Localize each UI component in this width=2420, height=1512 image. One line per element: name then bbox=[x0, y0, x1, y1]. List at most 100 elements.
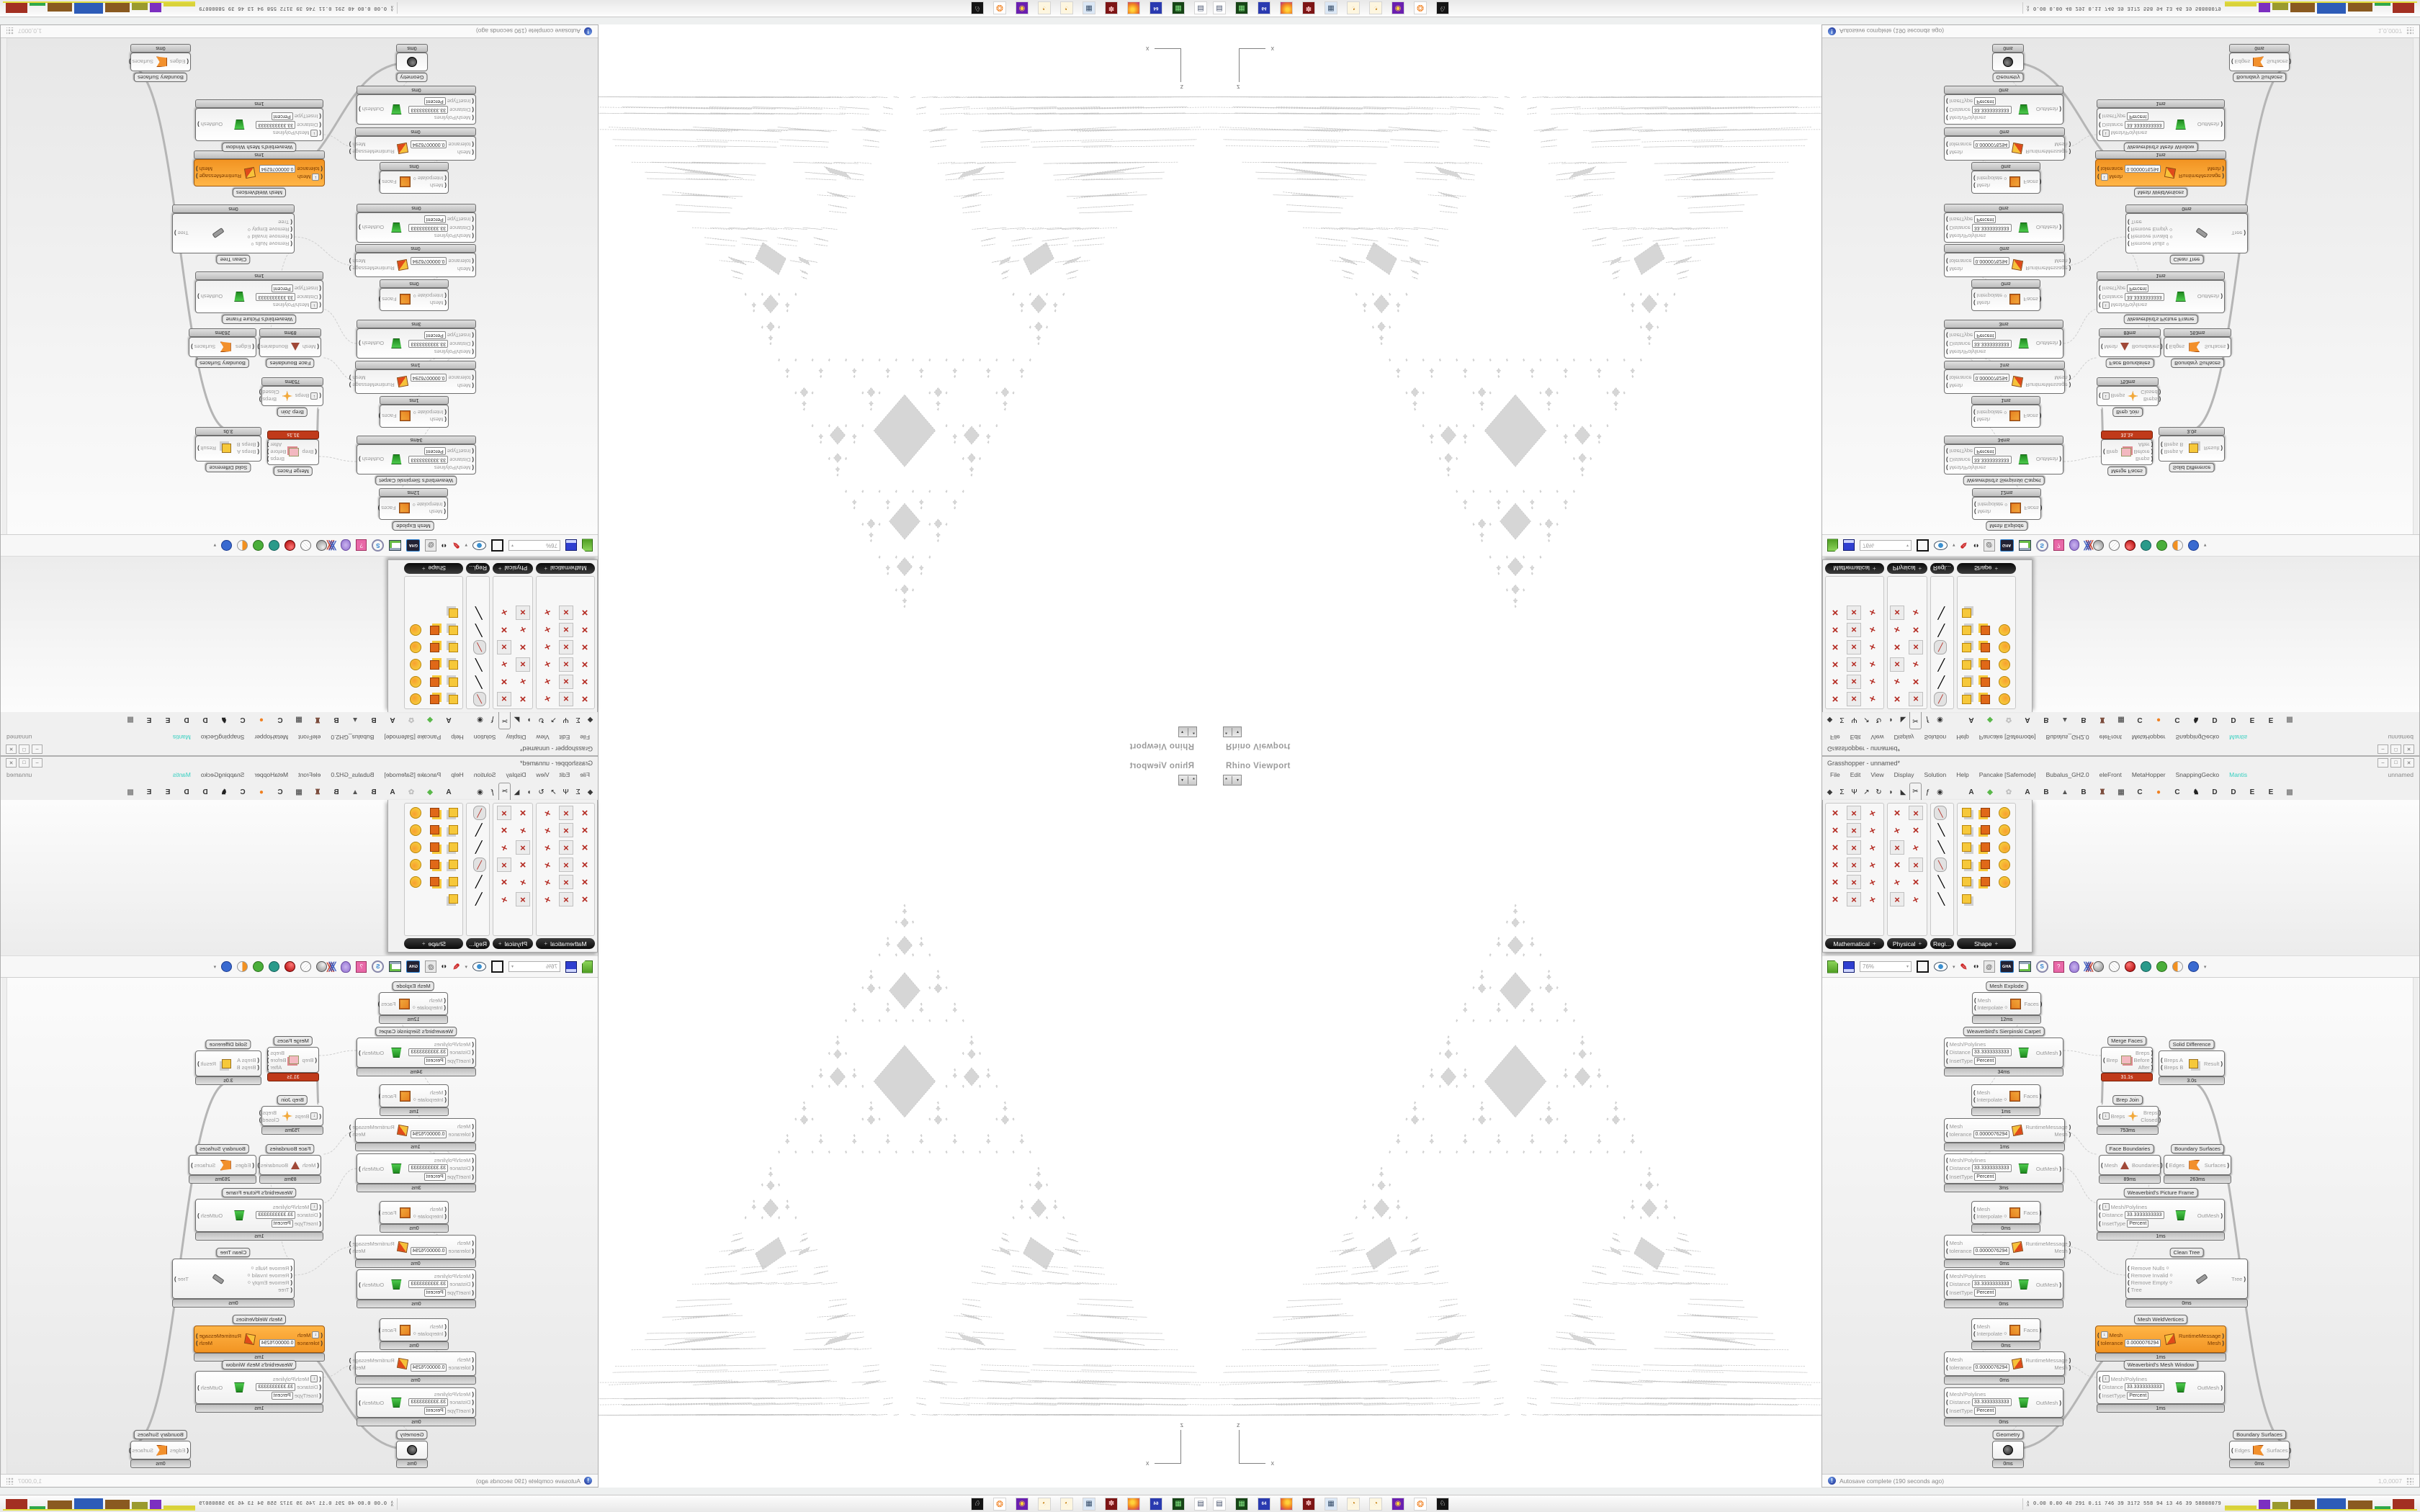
taskbar-icon-chess-app[interactable]: ♘ bbox=[971, 1, 984, 15]
taskbar-icon-red-utility[interactable]: ✽ bbox=[1302, 1, 1315, 15]
component-icon[interactable] bbox=[1961, 643, 1971, 652]
taskbar-icon-floppy-backup[interactable]: 64 bbox=[1258, 1497, 1270, 1511]
node-input[interactable]: (Distance 33.3333333333 bbox=[408, 456, 474, 464]
node-output[interactable]: Result) bbox=[2204, 1060, 2223, 1067]
canvas-scrollbar[interactable] bbox=[2413, 978, 2419, 1474]
menu-item-edit[interactable]: Edit bbox=[559, 771, 570, 778]
node-weaverbird-sierpinski-carpet[interactable]: (Mesh/Polylines(Distance 33.3333333333(In… bbox=[357, 1153, 476, 1192]
gala-toolbar-icon[interactable]: ╳╳ bbox=[332, 541, 336, 549]
menu-item-snappinggecko[interactable]: SnappingGecko bbox=[200, 734, 245, 741]
save-toolbar-icon[interactable] bbox=[1843, 960, 1855, 973]
node-input[interactable]: (Interpolate ○ bbox=[1973, 1330, 2007, 1337]
node-input[interactable]: (Mesh/Polylines bbox=[1946, 1156, 1986, 1164]
tab-intersect[interactable]: ✂ bbox=[1909, 711, 1922, 729]
node-input[interactable]: (Remove Invalid ○ bbox=[2128, 1272, 2173, 1279]
spwire-toolbar-icon[interactable] bbox=[2108, 540, 2120, 551]
menu-item-bubalus-gh2-0[interactable]: Bubalus_GH2.0 bbox=[2045, 771, 2089, 778]
node-input[interactable]: (Distance 33.3333333333 bbox=[1946, 1164, 2012, 1172]
node-input[interactable]: (InsetType Percent bbox=[1946, 1288, 2012, 1297]
winprev-toolbar-icon[interactable] bbox=[389, 540, 402, 551]
tab-plugin-13[interactable]: D bbox=[2212, 788, 2218, 796]
component-icon[interactable]: × bbox=[519, 641, 526, 654]
component-icon[interactable]: × bbox=[1847, 657, 1861, 672]
component-icon[interactable] bbox=[449, 894, 459, 904]
component-icon[interactable]: × bbox=[497, 858, 511, 872]
node-input[interactable]: (Mesh bbox=[1946, 382, 1963, 390]
node-output[interactable]: Mesh) bbox=[2207, 1339, 2224, 1346]
node-mesh-explode[interactable]: (Mesh(Interpolate ○ Faces) 0ms bbox=[1971, 1318, 2041, 1350]
node-mesh-weld-vertices[interactable]: Mesh WeldVertices(↓ Mesh(tolerance 0.00000… bbox=[194, 150, 325, 197]
node-input[interactable]: (InsetType Percent bbox=[256, 112, 321, 120]
node-input[interactable]: (Distance 33.3333333333 bbox=[256, 1211, 321, 1219]
node-input[interactable]: (InsetType Percent bbox=[408, 331, 474, 340]
node-weld-vertices[interactable]: (Mesh(tolerance 0.0000076294 RuntimeMessag… bbox=[349, 244, 476, 277]
tab-plugin-2[interactable]: ✿ bbox=[408, 788, 415, 796]
node-input[interactable]: (InsetType Percent bbox=[408, 1172, 474, 1181]
close-button[interactable]: ✕ bbox=[6, 758, 17, 768]
tab-mesh[interactable]: ◣ bbox=[1900, 788, 1906, 796]
component-icon[interactable]: × bbox=[1832, 641, 1839, 654]
node-output[interactable]: Boundaries) bbox=[2132, 1161, 2163, 1169]
node-merge-faces[interactable]: Merge Faces(Brep Breps) Before) After) 31.1s bbox=[266, 1036, 319, 1081]
node-input[interactable]: (Distance 33.3333333333 bbox=[256, 121, 321, 129]
canvas-scrollbar[interactable] bbox=[1, 978, 7, 1474]
component-icon[interactable]: × bbox=[1868, 893, 1878, 906]
node-input[interactable]: (Distance 33.3333333333 bbox=[1946, 1398, 2012, 1406]
component-icon[interactable]: × bbox=[542, 606, 552, 619]
component-icon[interactable]: × bbox=[542, 893, 552, 906]
taskbar-icon-firefox-browser[interactable] bbox=[1280, 1, 1293, 15]
component-icon[interactable]: × bbox=[581, 641, 588, 654]
node-output[interactable]: Breps) bbox=[259, 396, 277, 403]
resize-grip[interactable] bbox=[2406, 27, 2414, 35]
component-icon[interactable]: × bbox=[559, 806, 573, 820]
tab-plugin-17[interactable]: ▩ bbox=[2286, 716, 2293, 724]
node-output[interactable]: After) bbox=[266, 1063, 282, 1071]
menu-item-solution[interactable]: Solution bbox=[473, 771, 496, 778]
node-input[interactable]: (Edges bbox=[2166, 343, 2184, 351]
component-icon[interactable] bbox=[1961, 825, 1971, 834]
node-output[interactable]: After) bbox=[2138, 441, 2154, 449]
tab-maths[interactable]: Σ bbox=[575, 716, 581, 724]
gha-toolbar-icon[interactable]: GHA bbox=[406, 539, 421, 552]
node-output[interactable]: OutMesh) bbox=[2035, 1399, 2061, 1406]
component-icon[interactable]: × bbox=[499, 841, 509, 854]
maximize-button[interactable]: □ bbox=[2390, 758, 2401, 768]
rhino-viewport[interactable]: Rhino Viewport * ▼ z x bbox=[1210, 24, 1821, 756]
node-input[interactable]: (Distance 33.3333333333 bbox=[2099, 121, 2164, 129]
node-output[interactable]: Result) bbox=[2204, 445, 2223, 452]
node-input[interactable]: (Edges bbox=[2231, 58, 2250, 66]
palette-category-label[interactable]: Regi... bbox=[466, 938, 490, 949]
node-mesh-explode[interactable]: (Mesh(Interpolate ○ Faces) 0ms bbox=[1971, 1201, 2041, 1233]
component-icon[interactable] bbox=[1961, 660, 1971, 670]
palette-category-label[interactable]: Shape + bbox=[1956, 938, 2016, 949]
component-icon[interactable] bbox=[410, 693, 422, 705]
component-icon[interactable]: × bbox=[499, 893, 509, 906]
taskbar-icon-paint-app-1[interactable]: ◔ bbox=[1347, 1497, 1360, 1511]
node-input[interactable]: (Interpolate ○ bbox=[413, 292, 447, 300]
tab-plugin-16[interactable]: E bbox=[146, 788, 152, 796]
taskbar-icon-system-monitor[interactable]: ▤ bbox=[1194, 1497, 1207, 1511]
node-input[interactable]: (↓ Mesh/Polylines bbox=[272, 302, 321, 309]
node-output[interactable]: After) bbox=[2138, 1063, 2154, 1071]
minimize-button[interactable]: – bbox=[2378, 744, 2388, 754]
node-input[interactable]: (InsetType Percent bbox=[408, 1056, 474, 1065]
component-icon[interactable] bbox=[1961, 842, 1971, 852]
component-icon[interactable]: × bbox=[1847, 858, 1861, 872]
node-output[interactable]: OutMesh) bbox=[359, 106, 385, 113]
node-input[interactable]: (tolerance 0.0000076294 bbox=[1946, 257, 2010, 266]
node-output[interactable]: Mesh) bbox=[2054, 1247, 2071, 1254]
component-icon[interactable]: × bbox=[1847, 606, 1861, 620]
component-icon[interactable]: × bbox=[1868, 658, 1878, 671]
node-input[interactable]: (Interpolate ○ bbox=[1973, 1212, 2007, 1220]
node-output[interactable]: Result) bbox=[197, 445, 216, 452]
node-input[interactable]: (↓ Mesh/Polylines bbox=[2099, 1203, 2148, 1210]
node-weld-vertices[interactable]: (Mesh(tolerance 0.0000076294 RuntimeMessag… bbox=[1944, 1235, 2071, 1268]
node-output[interactable]: Faces) bbox=[378, 413, 397, 420]
component-icon[interactable]: × bbox=[499, 606, 509, 619]
taskbar-icon-owl-media[interactable]: ◉ bbox=[1392, 1, 1404, 15]
title-bar[interactable]: Grasshopper - unnamed* – □ ✕ bbox=[1822, 743, 2419, 755]
node-input[interactable]: (Brep bbox=[2103, 1056, 2118, 1063]
menu-item-view[interactable]: View bbox=[1870, 771, 1884, 778]
node-output[interactable]: Mesh) bbox=[349, 1364, 366, 1371]
node-merge-faces[interactable]: Merge Faces(Brep Breps) Before) After) 31.1s bbox=[2101, 1036, 2154, 1081]
